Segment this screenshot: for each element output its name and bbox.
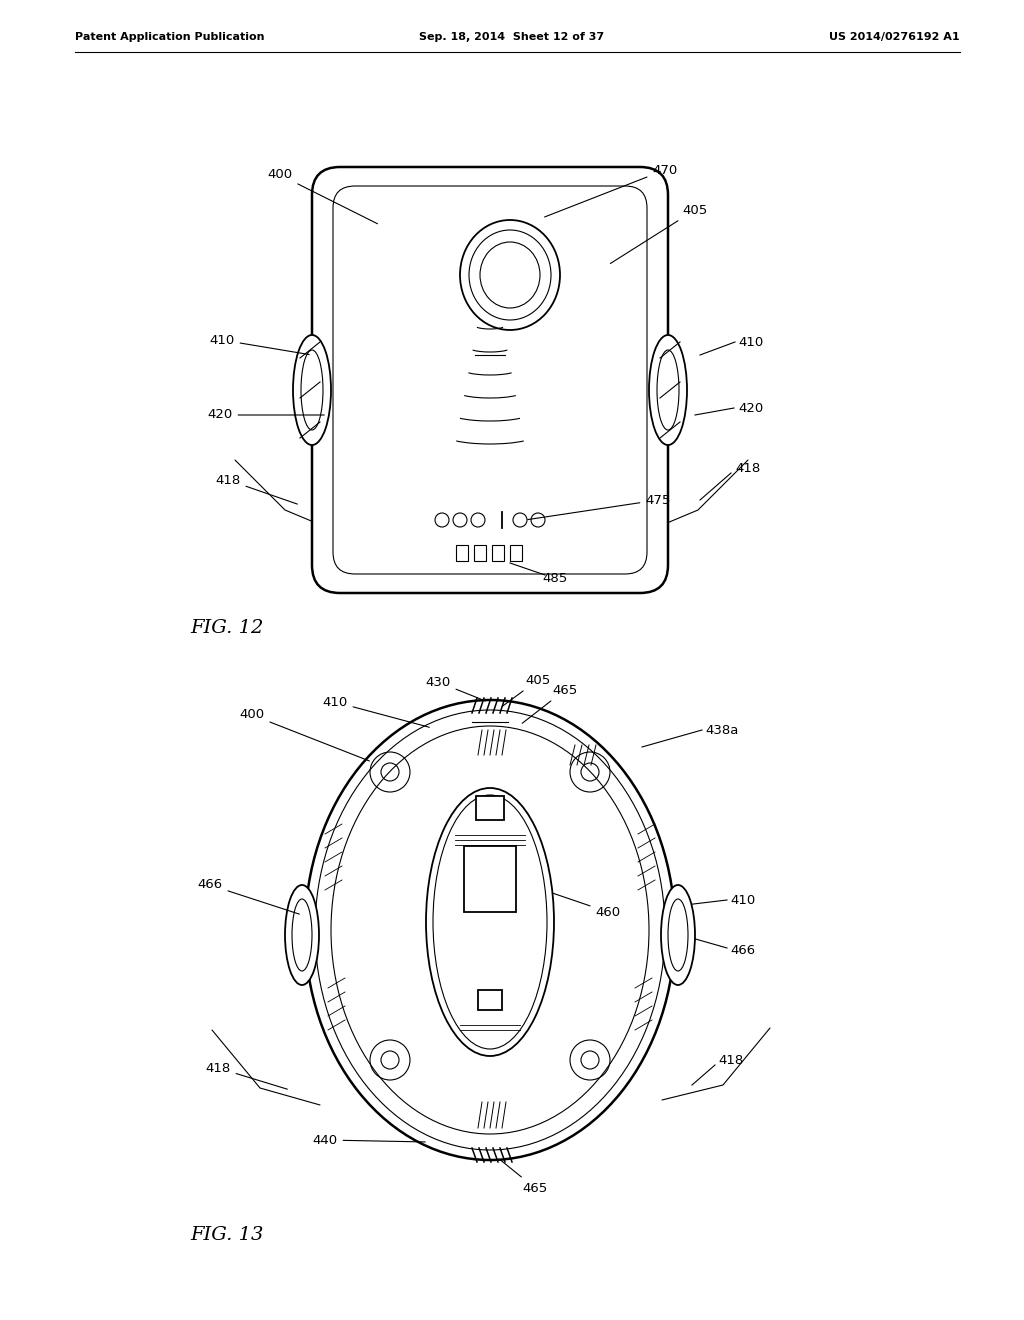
Text: 460: 460 (522, 883, 621, 919)
Text: 410: 410 (323, 696, 429, 727)
Ellipse shape (426, 788, 554, 1056)
Text: US 2014/0276192 A1: US 2014/0276192 A1 (829, 32, 961, 42)
Ellipse shape (293, 335, 331, 445)
Text: Patent Application Publication: Patent Application Publication (75, 32, 264, 42)
Text: 440: 440 (312, 1134, 425, 1147)
Ellipse shape (305, 700, 675, 1160)
Ellipse shape (285, 884, 319, 985)
Text: 405: 405 (610, 203, 708, 264)
Text: 418: 418 (718, 1053, 743, 1067)
Text: 410: 410 (738, 335, 763, 348)
Bar (474, 545, 486, 561)
Ellipse shape (649, 335, 687, 445)
Ellipse shape (662, 884, 695, 985)
Bar (464, 846, 516, 912)
Text: 420: 420 (208, 408, 325, 421)
Text: 418: 418 (206, 1061, 288, 1089)
Bar (476, 796, 504, 820)
Text: 470: 470 (545, 164, 678, 216)
Text: 465: 465 (522, 684, 578, 723)
Text: 400: 400 (240, 709, 370, 762)
Text: 466: 466 (730, 944, 755, 957)
Text: 405: 405 (502, 673, 551, 706)
Text: 420: 420 (738, 401, 763, 414)
Bar (492, 545, 504, 561)
Text: FIG. 13: FIG. 13 (190, 1226, 263, 1243)
Bar (510, 545, 522, 561)
Text: Sep. 18, 2014  Sheet 12 of 37: Sep. 18, 2014 Sheet 12 of 37 (420, 32, 604, 42)
Text: 485: 485 (542, 572, 567, 585)
Text: 400: 400 (267, 169, 378, 224)
Ellipse shape (460, 220, 560, 330)
Text: 418: 418 (735, 462, 760, 474)
Text: 438a: 438a (705, 723, 738, 737)
Text: 418: 418 (215, 474, 297, 504)
Text: 475: 475 (527, 494, 671, 520)
Bar (478, 990, 502, 1010)
FancyBboxPatch shape (312, 168, 668, 593)
Text: 466: 466 (198, 879, 299, 915)
Text: 430: 430 (425, 676, 485, 701)
Bar (456, 545, 468, 561)
Text: 410: 410 (730, 894, 756, 907)
Text: FIG. 12: FIG. 12 (190, 619, 263, 638)
Text: 410: 410 (209, 334, 309, 355)
Text: 465: 465 (500, 1160, 548, 1195)
